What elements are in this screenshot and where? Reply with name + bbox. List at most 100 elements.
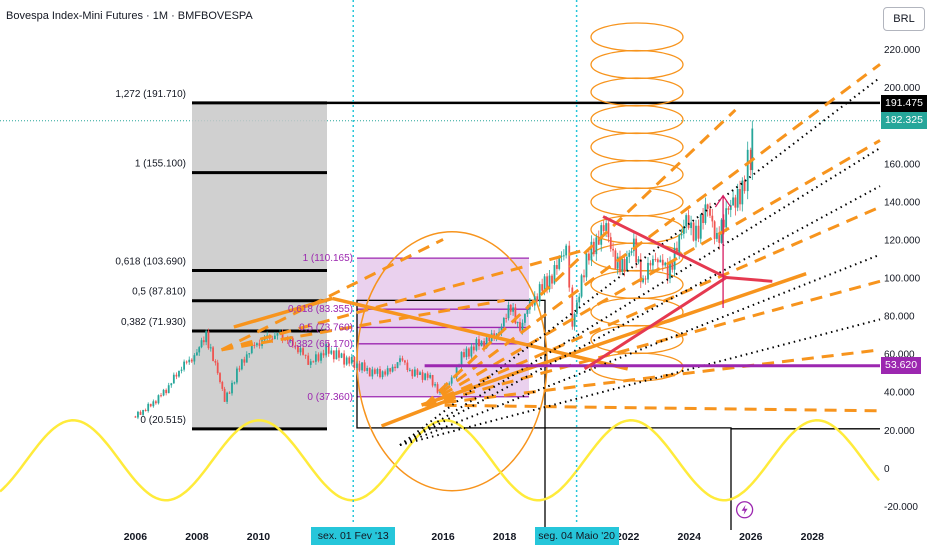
candle-body [276,333,279,336]
candle-body [583,275,585,278]
candle-body [588,253,590,261]
candle-body [600,225,603,245]
candle-body [722,219,725,228]
x-tick-label: 2010 [247,531,271,543]
fib-ellipse [590,22,684,52]
fib-ellipse [590,49,684,80]
candle-body [478,339,480,347]
candle-body [200,340,203,348]
candle-body [623,259,626,271]
fan-line [424,348,881,407]
y-tick-label: 140.000 [884,197,921,208]
candle-body [406,362,409,370]
candle-body [149,403,152,407]
candle-body [180,369,183,371]
candle-body [273,335,276,340]
candle-body [196,352,198,356]
candle-body [379,368,381,378]
candle-body [167,385,170,394]
candle-body [676,247,678,253]
candle-body [656,259,659,263]
candle-body [505,317,508,319]
candle-body [320,353,322,361]
candle-body [394,366,396,369]
candle-body [386,368,389,375]
candle-body [578,296,581,303]
candle-body [642,278,644,283]
candle-body [736,189,739,208]
candle-body [416,369,419,375]
candle-body [226,392,228,402]
candle-body [727,208,730,210]
candle-body [332,350,335,360]
candle-body [692,222,695,241]
fib-outer-label: 1 (155.100) [135,159,186,170]
candle-body [590,241,593,261]
candle-body [178,370,180,377]
candle-body [371,369,374,377]
candle-body [312,361,315,363]
candle-body [602,225,605,232]
candle-body [669,262,671,279]
fan-line [423,108,737,407]
trend-solid [380,395,457,428]
candle-body [231,382,233,394]
candle-body [480,341,483,347]
candle-body [485,337,488,349]
fib-ellipse [590,159,684,190]
candle-body [607,223,610,238]
candle-body [340,353,343,358]
fib-ellipse [590,187,684,217]
dotted-trendline [399,318,881,447]
candle-body [519,322,521,331]
candle-body [751,128,754,171]
candle-body [139,411,142,415]
candle-body [704,204,707,223]
candle-body [614,250,617,269]
price-tag-level: 53.620 [881,357,922,375]
candle-body [558,256,561,269]
candle-body [376,368,379,374]
x-tick-label: 2006 [124,531,148,543]
candle-body [399,358,401,363]
candle-body [488,337,491,342]
candle-body [450,377,453,384]
candle-body [595,237,598,255]
candle-body [495,333,498,338]
x-tick-label: 2008 [185,531,209,543]
candle-body [404,360,406,363]
candle-body [419,372,421,375]
candle-body [546,276,548,290]
date-tag-cycle-2: seg. 04 Maio '20 [534,527,619,545]
candle-body [413,369,416,377]
candle-body [350,356,353,364]
candle-body [509,304,512,312]
candle-body [573,313,576,327]
range-box-2 [545,427,732,530]
y-tick-label: 160.000 [884,159,921,170]
candle-body [170,383,173,386]
dotted-trendline [399,147,881,446]
candle-body [137,411,139,418]
candle-body [644,278,647,280]
candle-body [209,347,212,349]
x-tick-label: 2028 [801,531,825,543]
candle-body [507,304,510,319]
triangle-exit [726,276,773,283]
candle-body [734,197,737,208]
x-tick-label: 2022 [616,531,640,543]
candle-body [307,355,310,365]
candle-body [685,215,688,227]
candle-body [291,338,294,346]
candle-body [666,262,669,279]
currency-button[interactable]: BRL [883,7,925,31]
y-tick-label: 40.000 [884,388,915,399]
candle-body [743,180,746,192]
candle-body [429,375,432,378]
fan-line [423,63,881,407]
candle-body [597,237,600,245]
candle-body [739,189,741,205]
candle-body [219,373,221,383]
fib-outer-fill [192,102,327,429]
